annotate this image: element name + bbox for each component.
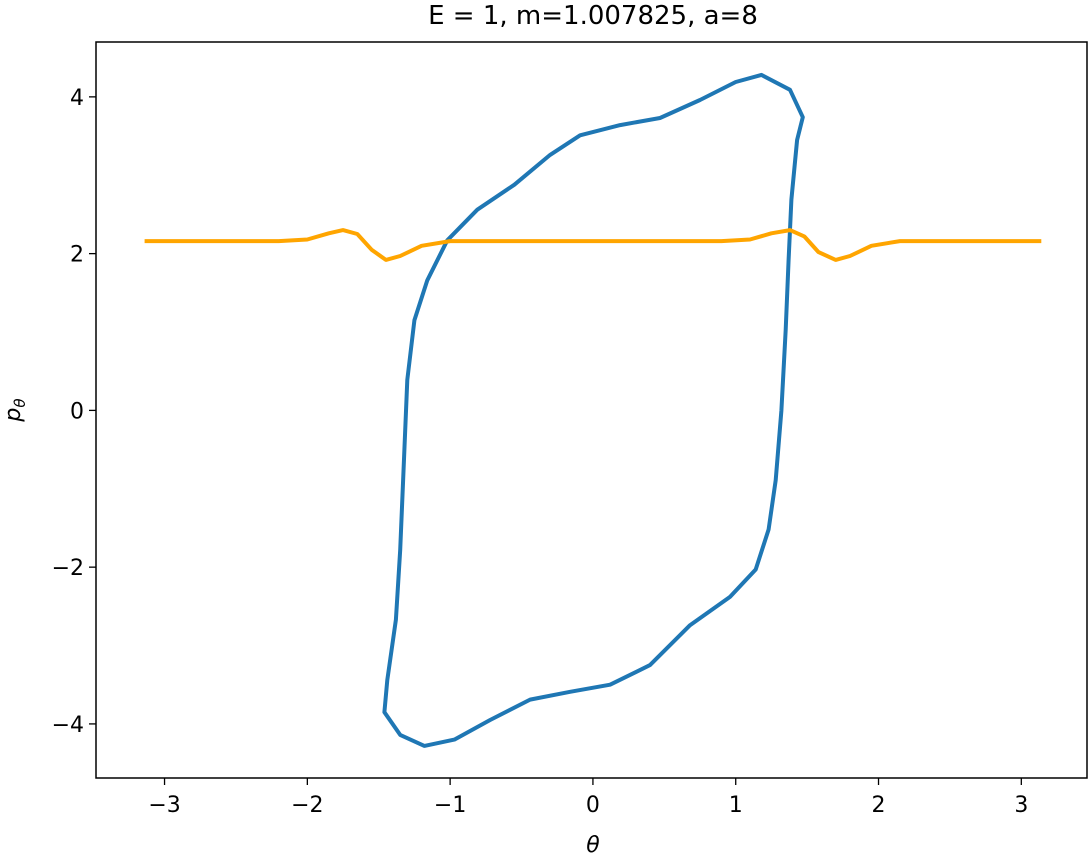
x-tick-label: 0 <box>586 793 600 818</box>
x-axis-label: θ <box>586 833 600 858</box>
x-tick-label: −1 <box>434 793 466 818</box>
data-line <box>382 72 805 748</box>
data-line <box>144 228 1042 262</box>
y-tick-label: −2 <box>52 556 84 581</box>
y-tick-label: −4 <box>52 713 84 738</box>
x-tick-label: −3 <box>148 793 180 818</box>
y-label-subscript: θ <box>11 398 29 407</box>
x-tick-label: −2 <box>291 793 323 818</box>
x-tick-label: 1 <box>729 793 743 818</box>
x-tick-label: 2 <box>872 793 886 818</box>
y-label-base: p <box>1 408 26 423</box>
plot-frame <box>95 41 1088 779</box>
chart-title: E = 1, m=1.007825, a=8 <box>428 1 758 31</box>
y-tick-label: 4 <box>70 86 84 111</box>
x-tick-label: 3 <box>1014 793 1028 818</box>
y-axis-label: pθ <box>1 398 29 422</box>
y-tick-label: 2 <box>70 243 84 268</box>
y-tick-label: 0 <box>70 399 84 424</box>
